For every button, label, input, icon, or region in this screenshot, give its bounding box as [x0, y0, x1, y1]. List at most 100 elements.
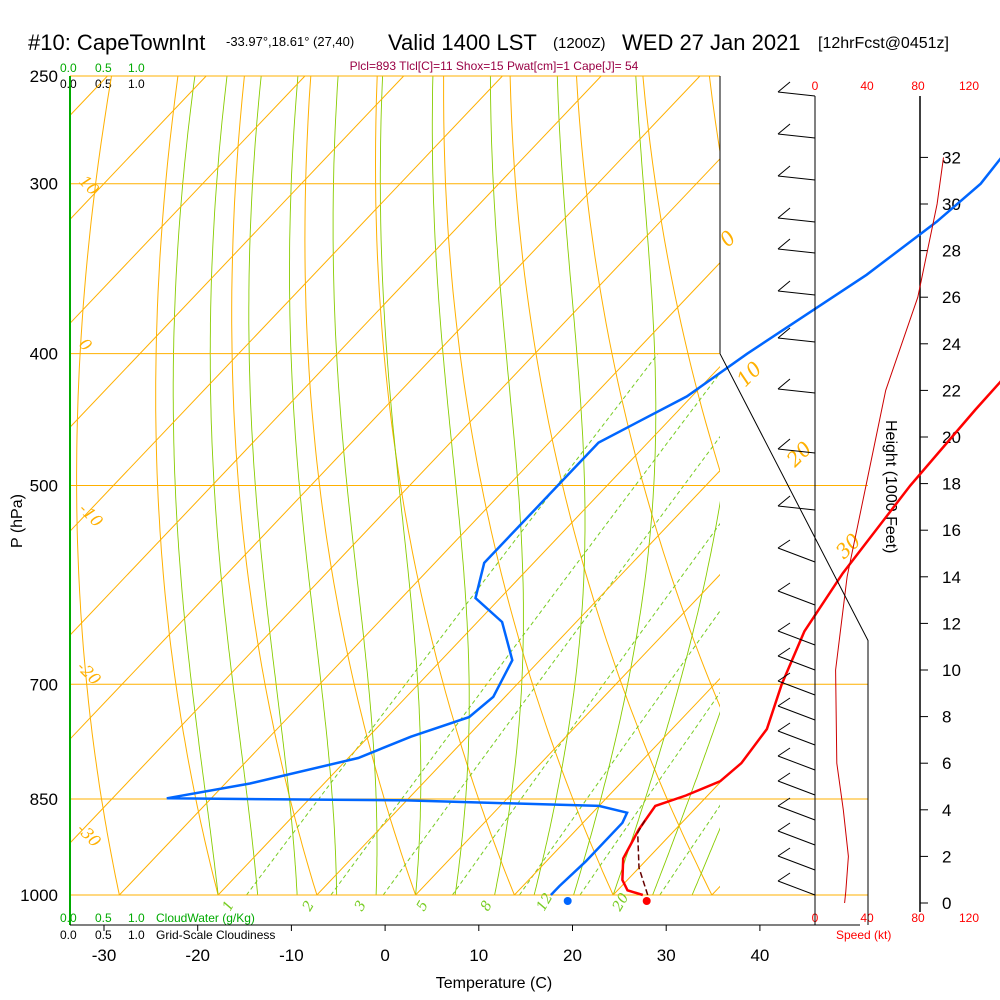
y-tick-label: 300	[30, 175, 58, 194]
wind-barb	[777, 697, 816, 721]
speed-tick: 80	[911, 79, 925, 93]
wind-barb-shaft	[777, 805, 816, 821]
chart-header: #10: CapeTownInt -33.97°,18.61° (27,40) …	[28, 30, 949, 73]
x-tick-label: -20	[185, 946, 210, 965]
wind-barb-shaft	[777, 337, 816, 343]
moist-adiabats	[172, 76, 720, 895]
speed-tick: 80	[911, 911, 925, 925]
wind-barb	[777, 797, 816, 821]
wind-barb-feather	[777, 722, 791, 732]
wind-barb-feather	[777, 327, 791, 339]
wind-barb	[777, 847, 816, 871]
wind-barb	[777, 647, 816, 671]
cloud-scale-bottom: 0.0 0.5 1.0 CloudWater (g/Kg) 0.0 0.5 1.…	[60, 911, 275, 942]
speed-tick: 120	[959, 79, 979, 93]
cloudiness-label: Grid-Scale Cloudiness	[156, 928, 275, 942]
wind-speed-line	[835, 157, 944, 904]
cloudwater-tick: 1.0	[128, 61, 145, 75]
wind-barb-feather	[777, 622, 791, 632]
wind-barb	[777, 672, 816, 696]
wind-barb-feather	[777, 123, 791, 135]
x-tick-label: 30	[657, 946, 676, 965]
wind-barb	[777, 539, 816, 563]
height-tick-label: 6	[942, 754, 951, 773]
x-tick-label: -10	[279, 946, 304, 965]
y-tick-label: 850	[30, 790, 58, 809]
height-tick-label: 8	[942, 708, 951, 727]
x-tick-label: 40	[750, 946, 769, 965]
wind-barb-shaft	[777, 547, 816, 563]
height-tick-label: 12	[942, 614, 961, 633]
wind-barb	[777, 438, 816, 454]
wind-barb-shaft	[777, 655, 816, 671]
wind-barb-feather	[777, 697, 791, 707]
wind-barb	[777, 378, 816, 394]
mixing-ratio-line	[579, 691, 720, 895]
wind-barb-shaft	[777, 730, 816, 746]
moist-adiabat-line	[209, 76, 259, 895]
height-tick-label: 24	[942, 335, 961, 354]
cloudwater-tick: 0.5	[95, 61, 112, 75]
speed-axis: 0 40 80 120 0 40 80 120 Speed (kt)	[812, 79, 980, 942]
wind-barb-shaft	[777, 290, 816, 296]
wind-barb-shaft	[777, 630, 816, 646]
moist-adiabat-label: 30	[831, 528, 866, 563]
wind-barb-shaft	[777, 855, 816, 871]
x-axis-label: Temperature (C)	[436, 975, 552, 992]
mixing-ratio-label: 2	[299, 898, 318, 915]
height-tick-label: 2	[942, 847, 951, 866]
speed-tick: 120	[959, 911, 979, 925]
wind-barb	[777, 81, 816, 97]
mixing-ratio-label: 5	[414, 898, 432, 914]
wind-barb-shaft	[777, 705, 816, 721]
moist-adiabat-line	[431, 76, 470, 895]
cloud-scale-top: 0.0 0.5 1.0 0.0 0.5 1.0	[60, 61, 145, 91]
surface-dewpoint-marker	[563, 897, 572, 905]
y-tick-label: 500	[30, 477, 58, 496]
dry-adiabat-label: -10	[75, 499, 107, 531]
speed-tick: 40	[860, 79, 874, 93]
wind-barb-feather	[777, 847, 791, 857]
station-location: -33.97°,18.61° (27,40)	[226, 34, 354, 49]
speed-tick: 0	[812, 79, 819, 93]
moist-adiabat-line	[332, 76, 378, 895]
wind-barb-shaft	[777, 780, 816, 796]
isotherm-line	[415, 573, 720, 895]
wind-barb-feather	[777, 797, 791, 807]
cloudwater-tick: 0.0	[60, 911, 77, 925]
valid-time: Valid 1400 LST	[388, 30, 537, 55]
wind-frame-outline	[719, 353, 869, 925]
moist-adiabat-line	[248, 76, 298, 895]
dewpoint-line	[166, 157, 1000, 896]
x-tick-label: 10	[469, 946, 488, 965]
mixing-ratio-line	[246, 353, 659, 895]
moist-adiabat-label: 0	[715, 225, 741, 251]
cloudwater-tick: 1.0	[128, 911, 145, 925]
dry-adiabat-line	[374, 76, 515, 895]
wind-barb-shaft	[777, 91, 816, 97]
temperature-line	[621, 380, 1000, 897]
wind-barb-feather	[777, 822, 791, 832]
wind-barb	[777, 165, 816, 181]
wind-barb	[777, 772, 816, 796]
wind-barb-feather	[777, 672, 791, 682]
height-tick-label: 18	[942, 475, 961, 494]
wind-barb	[777, 747, 816, 771]
dry-adiabat-label: 0	[75, 334, 96, 355]
cloudiness-tick: 0.5	[95, 77, 112, 91]
station-name: #10: CapeTownInt	[28, 30, 205, 55]
dry-adiabat-line	[642, 76, 720, 473]
height-tick-label: 30	[942, 195, 961, 214]
dry-adiabat-line	[838, 52, 1000, 924]
moist-adiabat-line	[379, 76, 422, 895]
cloudwater-label: CloudWater (g/Kg)	[156, 911, 255, 925]
dry-adiabat-line	[443, 76, 614, 895]
cloudiness-tick: 0.5	[95, 928, 112, 942]
wind-barb	[777, 722, 816, 746]
dry-adiabat-line	[76, 76, 120, 895]
wind-barb-feather	[777, 647, 791, 657]
isotherm-line	[70, 76, 306, 325]
height-tick-label: 32	[942, 148, 961, 167]
